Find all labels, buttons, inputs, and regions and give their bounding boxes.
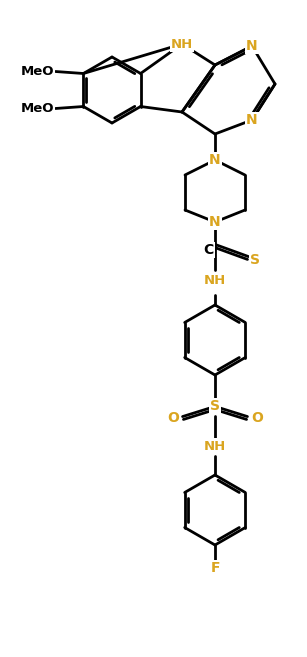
Text: S: S bbox=[210, 399, 220, 413]
Text: N: N bbox=[246, 39, 258, 53]
Text: MeO: MeO bbox=[21, 65, 54, 78]
Text: S: S bbox=[250, 253, 260, 267]
Text: NH: NH bbox=[171, 37, 193, 51]
Text: C: C bbox=[203, 243, 213, 257]
Text: O: O bbox=[251, 411, 263, 425]
Text: O: O bbox=[167, 411, 179, 425]
Text: N: N bbox=[246, 113, 258, 127]
Text: F: F bbox=[210, 561, 220, 575]
Text: NH: NH bbox=[204, 440, 226, 453]
Text: N: N bbox=[209, 153, 221, 167]
Text: NH: NH bbox=[204, 273, 226, 286]
Text: N: N bbox=[209, 215, 221, 229]
Text: MeO: MeO bbox=[21, 102, 54, 115]
